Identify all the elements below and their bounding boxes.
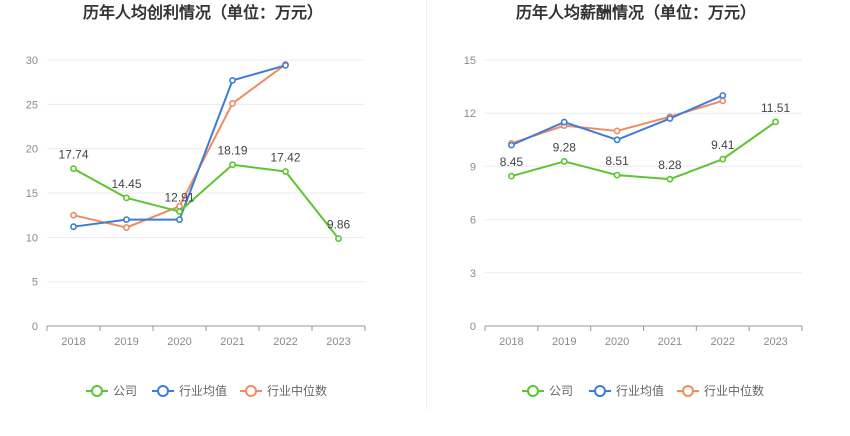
y-tick-label: 30	[26, 55, 38, 67]
x-tick-label: 2022	[273, 336, 297, 348]
chart-title: 历年人均薪酬情况（单位：万元）	[516, 3, 756, 22]
data-point-industry-median	[123, 224, 130, 231]
legend-marker-icon	[245, 385, 257, 397]
y-tick-label: 6	[470, 215, 476, 227]
series-line-company	[73, 163, 340, 240]
data-label: 9.41	[711, 138, 735, 152]
x-tick-label: 2021	[658, 336, 682, 348]
data-point-company	[772, 118, 779, 126]
data-point-industry-median	[70, 211, 77, 219]
chart-divider	[426, 0, 427, 410]
data-point-company	[613, 171, 621, 179]
legend-item-company[interactable]: 公司	[522, 384, 573, 398]
data-point-company	[719, 155, 727, 163]
data-point-industry-median	[613, 127, 621, 135]
chart-title: 历年人均创利情况（单位：万元）	[83, 3, 323, 22]
y-tick-label: 25	[26, 99, 38, 111]
data-label: 17.42	[270, 151, 300, 165]
x-tick-label: 2018	[61, 336, 85, 348]
legend-item-industry-avg[interactable]: 行业均值	[589, 383, 664, 398]
data-point-industry-avg	[560, 118, 568, 126]
y-tick-label: 15	[464, 55, 476, 67]
data-point-company	[282, 168, 289, 175]
y-tick-label: 10	[26, 232, 38, 244]
legend-marker-icon	[527, 385, 539, 397]
data-label: 9.86	[327, 218, 351, 232]
data-label: 8.45	[500, 155, 524, 169]
data-label: 8.51	[605, 154, 629, 168]
data-point-company	[560, 158, 568, 165]
data-point-company	[335, 235, 342, 242]
data-point-company	[508, 172, 515, 180]
data-point-industry-avg	[719, 92, 727, 99]
legend-label: 行业均值	[179, 383, 227, 398]
y-tick-label: 20	[26, 144, 38, 156]
data-label: 8.28	[658, 158, 682, 172]
y-tick-label: 9	[470, 161, 476, 173]
legend-marker-icon	[157, 385, 169, 397]
data-point-industry-avg	[282, 61, 289, 69]
data-label: 9.28	[553, 140, 577, 154]
legend-item-industry-avg[interactable]: 行业均值	[152, 383, 227, 398]
legend-label: 行业中位数	[267, 383, 327, 398]
data-point-industry-median	[719, 97, 727, 105]
x-tick-label: 2022	[711, 336, 735, 348]
data-point-industry-median	[229, 100, 236, 107]
data-label: 18.19	[217, 144, 247, 158]
data-point-company	[229, 161, 236, 169]
data-point-industry-avg	[176, 216, 183, 223]
x-tick-label: 2023	[326, 336, 350, 348]
data-label: 11.51	[761, 101, 790, 115]
data-point-industry-avg	[666, 115, 674, 122]
data-point-industry-avg	[229, 76, 236, 84]
data-point-company	[123, 194, 130, 202]
legend-marker-icon	[91, 385, 103, 397]
legend-item-company[interactable]: 公司	[86, 384, 137, 398]
x-tick-label: 2020	[167, 336, 191, 348]
legend-label: 行业均值	[616, 383, 664, 398]
x-tick-label: 2021	[220, 336, 244, 348]
data-point-industry-avg	[508, 141, 515, 149]
chart-1: 历年人均创利情况（单位：万元） 0 5 10 15 20 25 30 2018 2019 2020 2…	[26, 3, 366, 398]
data-point-industry-avg	[613, 136, 621, 144]
y-tick-label: 0	[470, 321, 476, 333]
x-tick-label: 2019	[114, 336, 138, 348]
x-tick-label: 2020	[605, 336, 629, 348]
data-point-company	[70, 165, 77, 173]
data-label: 17.74	[58, 148, 88, 162]
y-tick-label: 12	[464, 108, 476, 120]
legend-label: 公司	[113, 384, 137, 398]
data-label: 12.91	[164, 191, 194, 205]
x-tick-label: 2023	[763, 336, 787, 348]
data-point-company	[666, 175, 674, 183]
legend-item-industry-median[interactable]: 行业中位数	[677, 383, 764, 398]
legend-marker-icon	[682, 385, 694, 397]
data-point-company	[176, 208, 183, 215]
y-tick-label: 3	[470, 268, 476, 280]
legend-label: 行业中位数	[704, 383, 764, 398]
data-point-industry-avg	[70, 223, 77, 231]
legend-label: 公司	[549, 384, 573, 398]
y-tick-label: 15	[26, 188, 38, 200]
legend-marker-icon	[594, 385, 606, 397]
x-tick-label: 2019	[552, 336, 576, 348]
y-tick-label: 0	[32, 321, 38, 333]
series-line-company	[511, 121, 777, 181]
legend-item-industry-median[interactable]: 行业中位数	[240, 383, 327, 398]
data-label: 14.45	[111, 177, 141, 191]
y-tick-label: 5	[32, 277, 38, 289]
data-point-industry-avg	[123, 216, 130, 223]
chart-2: 历年人均薪酬情况（单位：万元） 0 3 6 9 12 15 2018 2019 2020 2021 2…	[464, 3, 803, 398]
x-tick-label: 2018	[499, 336, 523, 348]
